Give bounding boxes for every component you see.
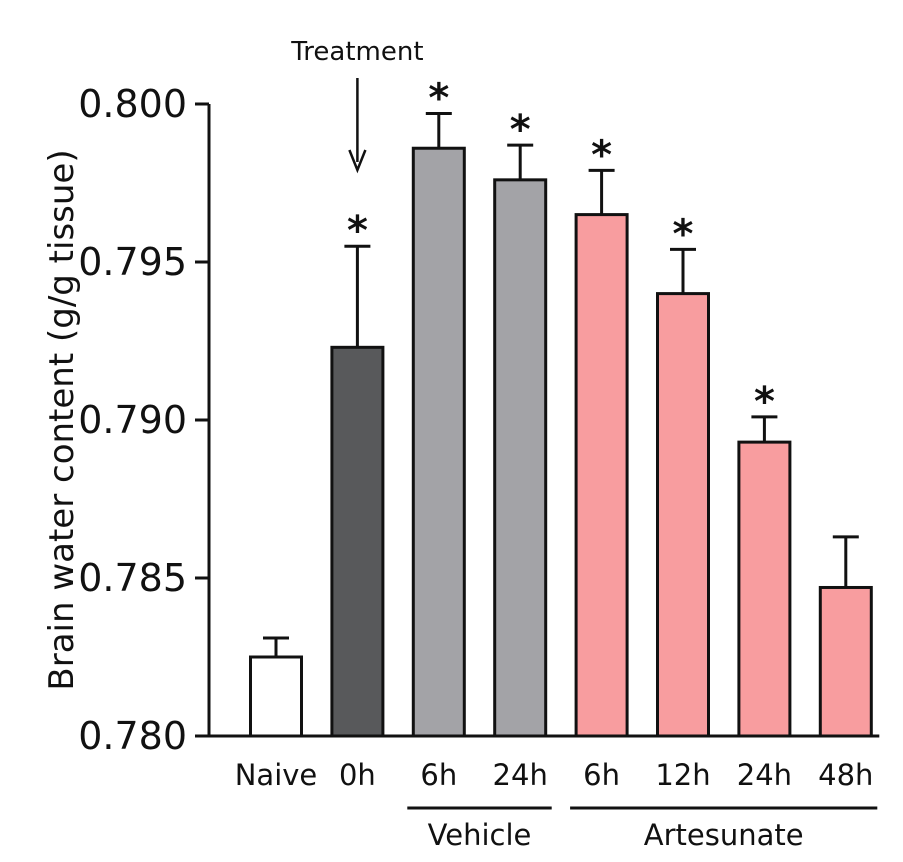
significance-star: * xyxy=(754,379,775,425)
group-label: Vehicle xyxy=(428,818,532,852)
bar xyxy=(574,213,629,738)
bar xyxy=(818,585,873,738)
treatment-arrow-head xyxy=(348,149,367,174)
y-tick-label: 0.790 xyxy=(78,398,187,442)
significance-star: * xyxy=(347,208,368,254)
x-tick-label: 6h xyxy=(420,758,457,792)
treatment-annotation: Treatment xyxy=(290,37,423,67)
x-tick-label: 24h xyxy=(493,758,548,792)
y-tick-label: 0.795 xyxy=(78,240,187,284)
x-tick-label: 24h xyxy=(737,758,792,792)
significance-star: * xyxy=(428,75,449,121)
bar xyxy=(330,345,385,738)
x-tick-label: 12h xyxy=(655,758,710,792)
bar xyxy=(249,655,303,738)
y-tick-label: 0.800 xyxy=(78,82,187,126)
x-tick-label: 0h xyxy=(339,758,376,792)
y-tick-label: 0.780 xyxy=(78,714,187,758)
y-axis-label: Brain water content (g/g tissue) xyxy=(42,149,82,690)
x-tick-label: Naive xyxy=(235,758,318,792)
x-tick-label: 48h xyxy=(818,758,873,792)
bar xyxy=(656,292,710,738)
bar xyxy=(737,440,792,738)
significance-star: * xyxy=(673,211,694,257)
bar xyxy=(411,146,466,738)
x-tick-label: 6h xyxy=(583,758,620,792)
significance-star: * xyxy=(591,132,612,178)
y-tick-label: 0.785 xyxy=(78,556,187,600)
significance-star: * xyxy=(510,107,531,153)
group-label: Artesunate xyxy=(644,818,804,852)
bar xyxy=(493,178,548,738)
